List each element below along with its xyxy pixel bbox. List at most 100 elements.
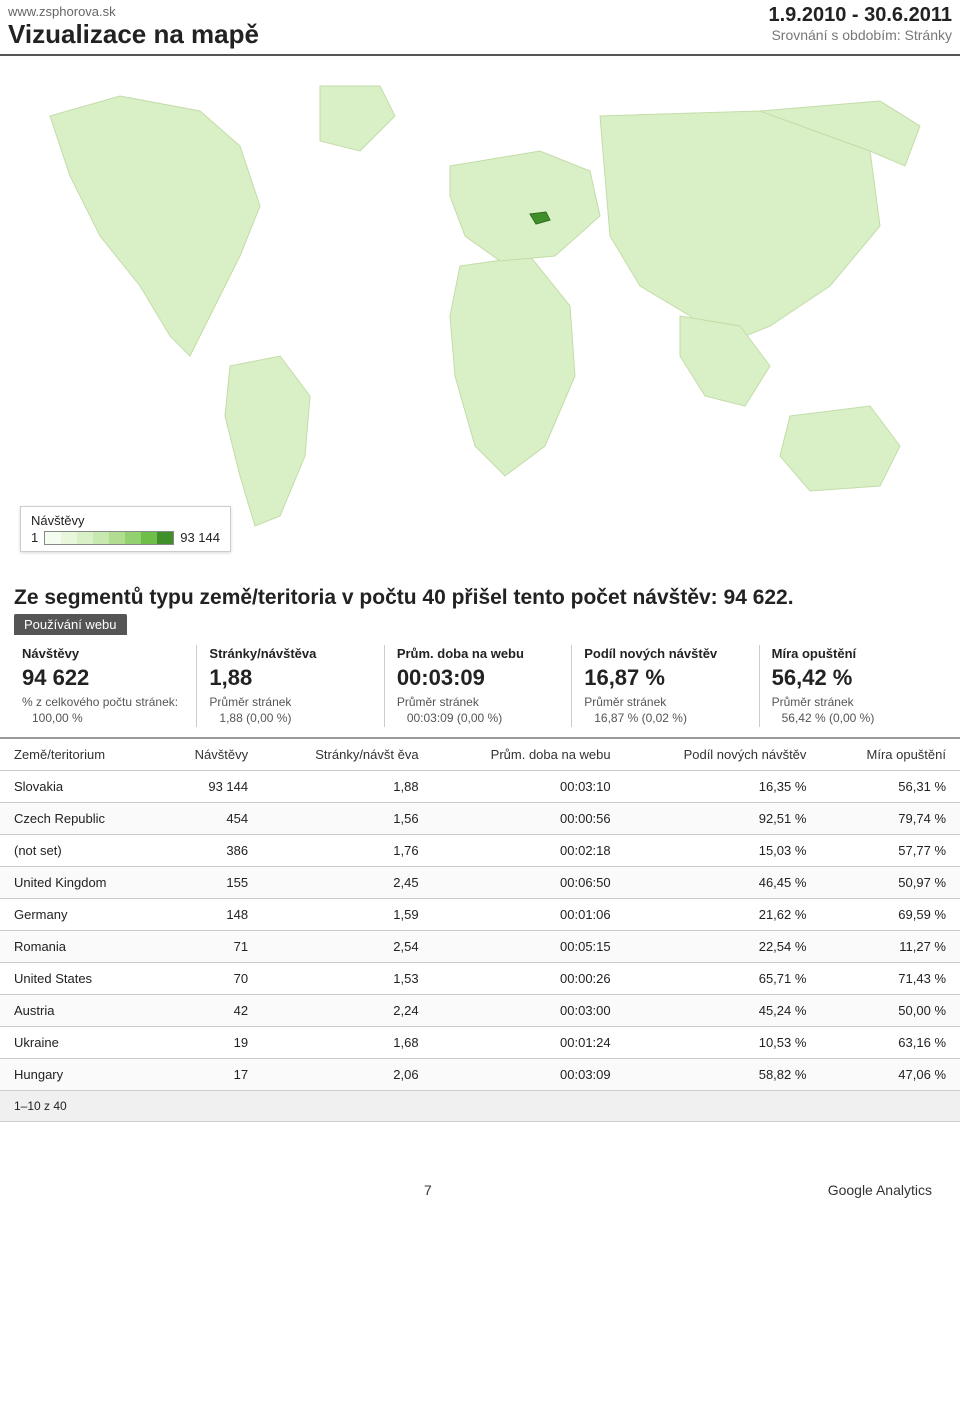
table-row: Slovakia93 1441,8800:03:1016,35 %56,31 % bbox=[0, 770, 960, 802]
cell-value: 00:00:56 bbox=[433, 802, 625, 834]
country-table: Země/teritorium Návštěvy Stránky/návšt ě… bbox=[0, 738, 960, 1122]
table-pager-row: 1–10 z 40 bbox=[0, 1090, 960, 1121]
segment-summary-line: Ze segmentů typu země/teritoria v počtu … bbox=[0, 576, 960, 614]
cell-value: 386 bbox=[156, 834, 262, 866]
cell-value: 00:06:50 bbox=[433, 866, 625, 898]
legend-swatch bbox=[109, 532, 125, 544]
table-body: Slovakia93 1441,8800:03:1016,35 %56,31 %… bbox=[0, 770, 960, 1090]
metric-avg-label: Průměr stránek bbox=[772, 694, 938, 710]
legend-swatch bbox=[93, 532, 109, 544]
table-pager: 1–10 z 40 bbox=[0, 1090, 960, 1121]
metric-avg-time: Prům. doba na webu 00:03:09 Průměr strán… bbox=[389, 645, 572, 727]
cell-value: 454 bbox=[156, 802, 262, 834]
metric-avg-value: 56,42 % (0,00 %) bbox=[782, 710, 938, 726]
cell-value: 22,54 % bbox=[625, 930, 821, 962]
cell-value: 1,59 bbox=[262, 898, 432, 930]
cell-value: 17 bbox=[156, 1058, 262, 1090]
cell-value: 15,03 % bbox=[625, 834, 821, 866]
metric-avg-value: 00:03:09 (0,00 %) bbox=[407, 710, 563, 726]
header-right: 1.9.2010 - 30.6.2011 Srovnání s obdobím:… bbox=[769, 4, 953, 50]
cell-country: Czech Republic bbox=[0, 802, 156, 834]
cell-country: Slovakia bbox=[0, 770, 156, 802]
legend-swatch bbox=[157, 532, 173, 544]
metric-value: 16,87 % bbox=[584, 663, 750, 693]
metric-new-visits: Podíl nových návštěv 16,87 % Průměr strá… bbox=[576, 645, 759, 727]
map-legend: Návštěvy 1 93 144 bbox=[20, 506, 231, 552]
cell-value: 00:01:06 bbox=[433, 898, 625, 930]
world-map: Návštěvy 1 93 144 bbox=[0, 56, 960, 576]
cell-value: 155 bbox=[156, 866, 262, 898]
cell-country: Ukraine bbox=[0, 1026, 156, 1058]
header-left: www.zsphorova.sk Vizualizace na mapě bbox=[8, 4, 259, 50]
cell-value: 00:03:10 bbox=[433, 770, 625, 802]
cell-value: 46,45 % bbox=[625, 866, 821, 898]
cell-value: 79,74 % bbox=[820, 802, 960, 834]
tab-site-usage[interactable]: Používání webu bbox=[14, 614, 127, 635]
report-title: Vizualizace na mapě bbox=[8, 19, 259, 50]
metric-value: 00:03:09 bbox=[397, 663, 563, 693]
table-row: Romania712,5400:05:1522,54 %11,27 % bbox=[0, 930, 960, 962]
legend-swatch bbox=[125, 532, 141, 544]
table-head: Země/teritorium Návštěvy Stránky/návšt ě… bbox=[0, 738, 960, 770]
metric-value: 56,42 % bbox=[772, 663, 938, 693]
cell-value: 1,68 bbox=[262, 1026, 432, 1058]
legend-swatch bbox=[61, 532, 77, 544]
footer-brand: Google Analytics bbox=[828, 1182, 932, 1198]
cell-value: 47,06 % bbox=[820, 1058, 960, 1090]
cell-value: 00:02:18 bbox=[433, 834, 625, 866]
cell-value: 2,54 bbox=[262, 930, 432, 962]
column-header[interactable]: Stránky/návšt ěva bbox=[262, 738, 432, 770]
cell-value: 58,82 % bbox=[625, 1058, 821, 1090]
metric-avg-value: 100,00 % bbox=[32, 710, 188, 726]
legend-min: 1 bbox=[31, 530, 38, 545]
cell-value: 21,62 % bbox=[625, 898, 821, 930]
cell-value: 57,77 % bbox=[820, 834, 960, 866]
cell-value: 92,51 % bbox=[625, 802, 821, 834]
page-footer: 7 Google Analytics bbox=[0, 1122, 960, 1208]
cell-value: 71 bbox=[156, 930, 262, 962]
cell-country: Austria bbox=[0, 994, 156, 1026]
page-number: 7 bbox=[424, 1182, 432, 1198]
metric-visits: Návštěvy 94 622 % z celkového počtu strá… bbox=[14, 645, 197, 727]
column-header[interactable]: Prům. doba na webu bbox=[433, 738, 625, 770]
table-row: United States701,5300:00:2665,71 %71,43 … bbox=[0, 962, 960, 994]
legend-swatch bbox=[45, 532, 61, 544]
table-row: Austria422,2400:03:0045,24 %50,00 % bbox=[0, 994, 960, 1026]
cell-value: 45,24 % bbox=[625, 994, 821, 1026]
cell-value: 1,76 bbox=[262, 834, 432, 866]
cell-value: 00:00:26 bbox=[433, 962, 625, 994]
column-header[interactable]: Podíl nových návštěv bbox=[625, 738, 821, 770]
comparison-subtitle: Srovnání s obdobím: Stránky bbox=[769, 27, 953, 43]
cell-value: 10,53 % bbox=[625, 1026, 821, 1058]
table-row: United Kingdom1552,4500:06:5046,45 %50,9… bbox=[0, 866, 960, 898]
cell-value: 42 bbox=[156, 994, 262, 1026]
cell-value: 00:05:15 bbox=[433, 930, 625, 962]
cell-value: 2,06 bbox=[262, 1058, 432, 1090]
legend-swatch bbox=[77, 532, 93, 544]
metric-avg-value: 16,87 % (0,02 %) bbox=[594, 710, 750, 726]
report-header: www.zsphorova.sk Vizualizace na mapě 1.9… bbox=[0, 0, 960, 56]
cell-value: 71,43 % bbox=[820, 962, 960, 994]
cell-value: 148 bbox=[156, 898, 262, 930]
column-header[interactable]: Země/teritorium bbox=[0, 738, 156, 770]
cell-value: 50,97 % bbox=[820, 866, 960, 898]
metric-bounce-rate: Míra opuštění 56,42 % Průměr stránek 56,… bbox=[764, 645, 946, 727]
cell-value: 69,59 % bbox=[820, 898, 960, 930]
metric-avg-value: 1,88 (0,00 %) bbox=[219, 710, 375, 726]
legend-title: Návštěvy bbox=[31, 513, 220, 528]
metric-pages-per-visit: Stránky/návštěva 1,88 Průměr stránek 1,8… bbox=[201, 645, 384, 727]
cell-value: 1,53 bbox=[262, 962, 432, 994]
column-header[interactable]: Návštěvy bbox=[156, 738, 262, 770]
cell-value: 63,16 % bbox=[820, 1026, 960, 1058]
cell-value: 50,00 % bbox=[820, 994, 960, 1026]
metric-avg-label: Průměr stránek bbox=[209, 694, 375, 710]
cell-value: 19 bbox=[156, 1026, 262, 1058]
table-row: (not set)3861,7600:02:1815,03 %57,77 % bbox=[0, 834, 960, 866]
cell-value: 1,88 bbox=[262, 770, 432, 802]
legend-swatch bbox=[141, 532, 157, 544]
legend-max: 93 144 bbox=[180, 530, 220, 545]
legend-swatches bbox=[44, 531, 174, 545]
cell-value: 11,27 % bbox=[820, 930, 960, 962]
cell-country: United States bbox=[0, 962, 156, 994]
column-header[interactable]: Míra opuštění bbox=[820, 738, 960, 770]
